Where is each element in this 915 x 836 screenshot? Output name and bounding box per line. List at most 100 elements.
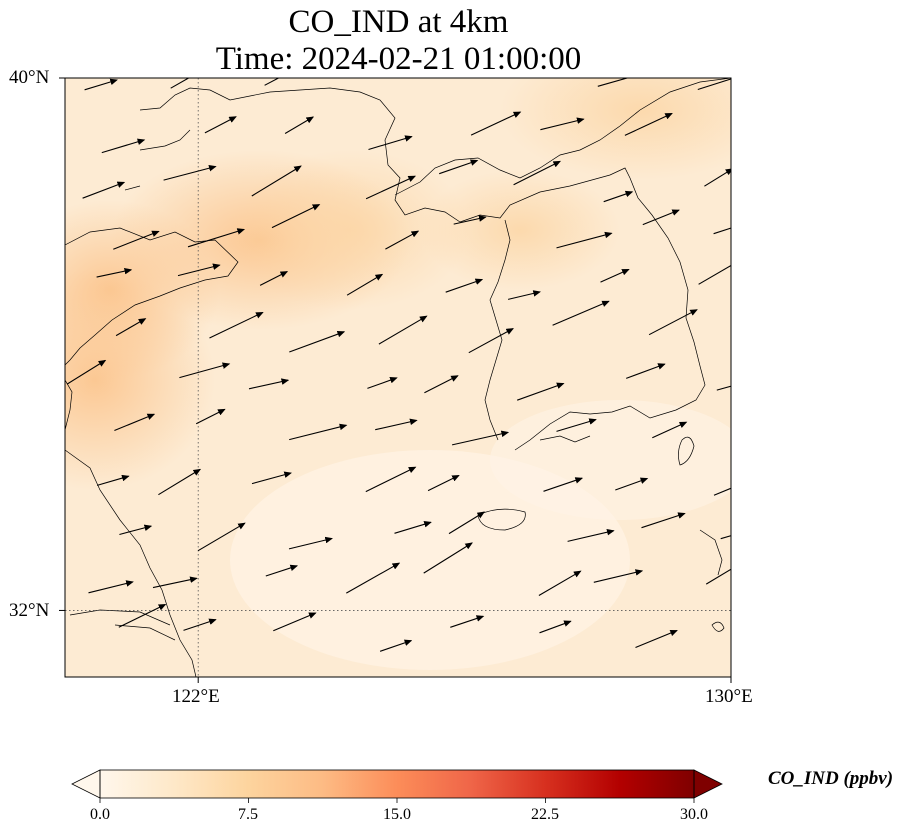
wind-arrow [271, 204, 321, 229]
wind-arrow [251, 165, 302, 197]
wind-arrow [158, 468, 202, 496]
wind-arrow [365, 175, 416, 200]
wind-arrow [507, 290, 541, 300]
colorbar-tick-label: 22.5 [531, 806, 559, 823]
wind-arrow [593, 569, 644, 583]
wind-arrow [289, 330, 346, 353]
wind-arrow [66, 359, 107, 385]
wind-arrow [697, 78, 731, 91]
wind-arrow [394, 521, 432, 534]
wind-arrow [448, 511, 486, 535]
lat-tick-32: 32°N [9, 600, 50, 621]
wind-arrow [445, 278, 484, 293]
wind-arrow [96, 474, 130, 486]
wind-arrow [713, 227, 731, 235]
colorbar-tick-label: 0.0 [90, 806, 110, 823]
colorbar [71, 769, 723, 803]
wind-arrow [615, 477, 649, 491]
wind-arrow [517, 382, 565, 401]
wind-arrow [177, 263, 221, 277]
wind-arrow [88, 580, 134, 594]
wind-arrow [543, 477, 584, 492]
colorbar-tick-label: 15.0 [383, 806, 411, 823]
wind-arrow [346, 562, 401, 594]
wind-arrow [749, 116, 790, 132]
wind-arrow [635, 629, 678, 649]
wind-arrow [251, 471, 292, 485]
wind-arrow [556, 231, 613, 249]
wind-arrow [713, 487, 731, 496]
wind-arrow [552, 300, 610, 326]
wind-arrow [450, 615, 485, 628]
wind-arrow [265, 564, 299, 577]
wind-arrow [423, 542, 473, 574]
wind-arrow [652, 421, 688, 439]
wind-arrow [538, 570, 582, 596]
wind-arrow [513, 160, 561, 186]
colorbar-gradient [100, 770, 694, 798]
wind-arrow [468, 328, 514, 354]
wind-arrow [183, 618, 217, 631]
wind-arrow [113, 230, 160, 250]
lon-tick-130: 130°E [705, 686, 753, 707]
wind-arrow [264, 78, 280, 86]
wind-arrow [385, 230, 420, 250]
wind-arrow [195, 408, 226, 425]
graticule [65, 78, 731, 677]
lat-tick-40: 40°N [9, 67, 50, 88]
wind-arrow [730, 335, 731, 337]
co-concentration-field [65, 78, 731, 677]
wind-arrow [82, 181, 126, 199]
wind-arrow [284, 116, 315, 134]
title-line-1: CO_IND at 4km [288, 4, 509, 40]
wind-arrow [540, 117, 585, 131]
wind-arrow [367, 377, 398, 389]
wind-arrow [626, 363, 666, 379]
wind-arrow [248, 378, 290, 390]
wind-arrow [747, 625, 784, 644]
wind-arrow [470, 111, 522, 136]
wind-arrow [705, 568, 731, 585]
wind-arrow [539, 620, 572, 634]
wind-arrow [84, 78, 118, 91]
wind-arrow [119, 524, 153, 536]
wind-arrow [197, 522, 246, 552]
map-frame [64, 77, 732, 678]
wind-arrow [368, 135, 413, 151]
wind-arrow [118, 604, 167, 628]
wind-arrow [379, 639, 413, 652]
wind-arrow [170, 78, 200, 89]
wind-arrow [556, 418, 597, 432]
wind-arrow [648, 309, 698, 336]
wind-arrow [451, 430, 510, 446]
wind-arrow [365, 466, 417, 493]
wind-arrow [641, 512, 686, 529]
wind-arrow [101, 138, 146, 154]
colorbar-label: CO_IND (ppbv) [768, 768, 894, 789]
wind-arrow [424, 375, 459, 394]
wind-arrow [600, 268, 630, 283]
colorbar-tick-label: 30.0 [680, 806, 708, 823]
wind-arrow [624, 113, 673, 136]
wind-arrow [273, 612, 317, 632]
wind-arrow [209, 312, 264, 339]
coastlines [65, 78, 731, 677]
colorbar-extend-max [693, 769, 723, 799]
wind-arrow [259, 271, 289, 286]
wind-arrow [603, 190, 634, 203]
wind-arrow [704, 168, 731, 187]
wind-arrow [642, 209, 680, 226]
wind-arrow [444, 78, 445, 79]
wind-arrow [115, 318, 147, 337]
wind-arrow [375, 418, 418, 431]
colorbar-extend-min [71, 769, 101, 799]
wind-arrow [163, 164, 217, 181]
wind-arrow [512, 43, 563, 74]
wind-arrow [698, 264, 731, 285]
wind-arrow [96, 267, 133, 278]
wind-arrow [152, 576, 198, 589]
wind-arrow [427, 475, 460, 492]
wind-arrow [179, 362, 231, 379]
title-line-2: Time: 2024-02-21 01:00:00 [215, 41, 582, 77]
